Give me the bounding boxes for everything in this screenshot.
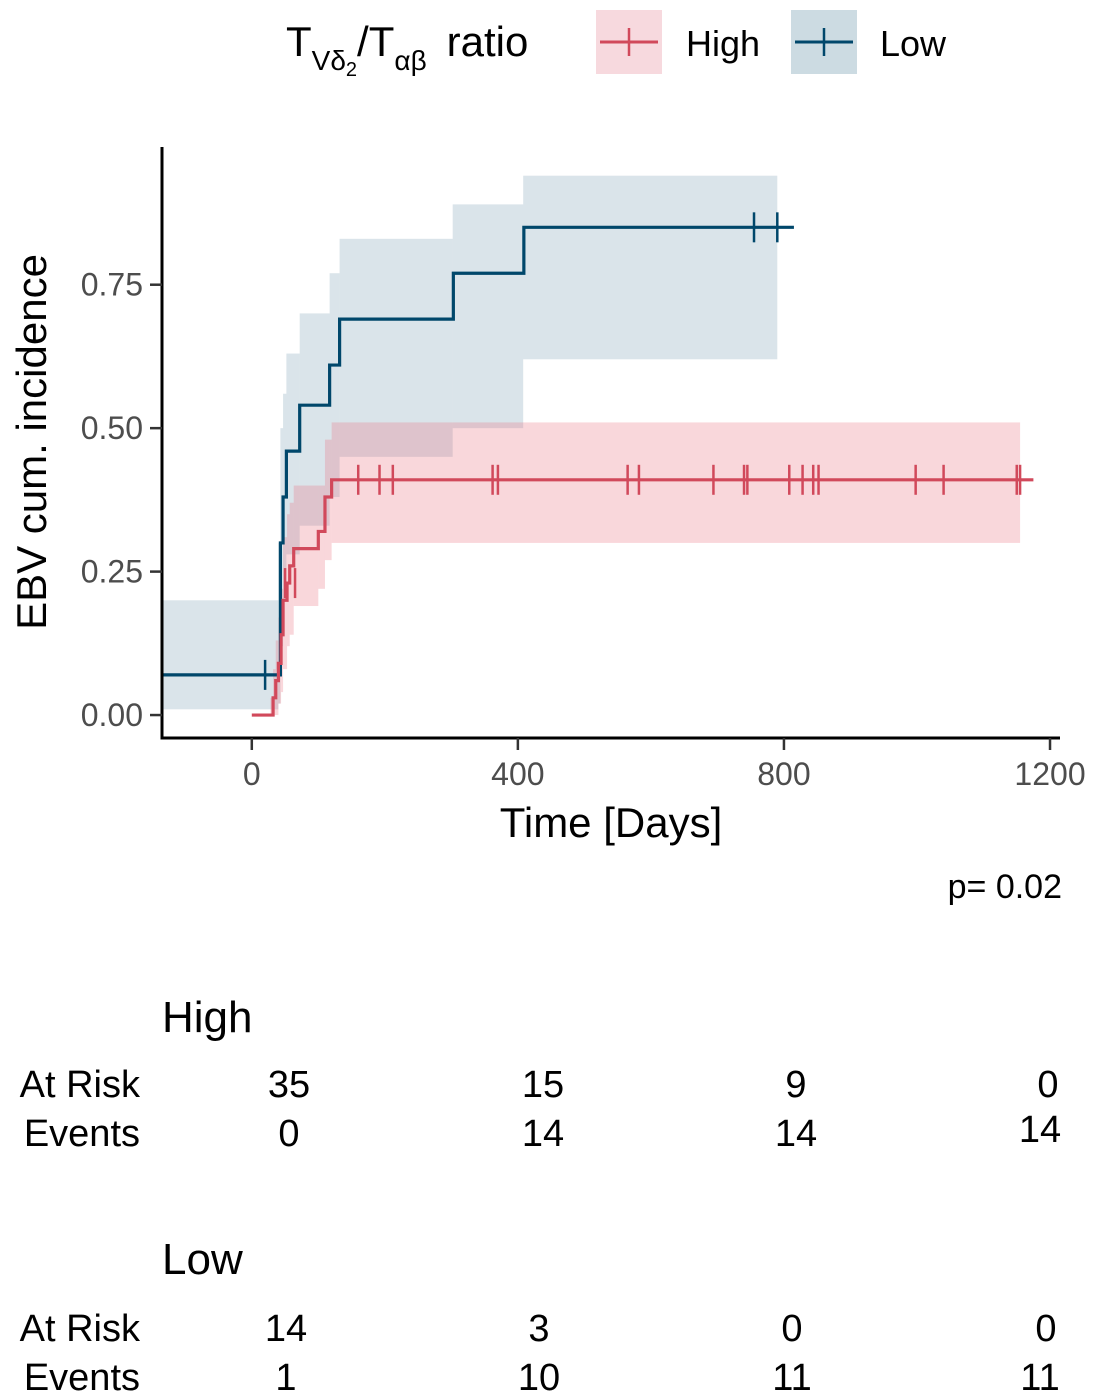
risk-table-cell: 15 (522, 1064, 564, 1106)
censor-marks (263, 212, 1022, 690)
ci-band-low (299, 313, 330, 526)
legend: TVδ2/Tαβ ratio High Low (286, 10, 947, 81)
confidence-bands (162, 175, 1021, 716)
risk-table-cell: 14 (775, 1113, 817, 1155)
ci-band-low (452, 204, 524, 429)
x-tick-label: 800 (757, 756, 810, 792)
legend-title: TVδ2/Tαβ ratio (286, 18, 528, 81)
risk-table-cell: 0 (1035, 1308, 1056, 1350)
x-axis-title: Time [Days] (500, 799, 722, 846)
y-tick-label: 0.50 (81, 410, 143, 446)
risk-table-cell: 3 (528, 1308, 549, 1350)
axes: 0.00 0.25 0.50 0.75 0 400 800 1200 Time [Days]… (8, 147, 1086, 846)
ci-band-low (162, 600, 279, 710)
risk-table-cell: 9 (785, 1064, 806, 1106)
legend-title-slash: /T (357, 18, 394, 65)
y-ticks: 0.00 0.25 0.50 0.75 (81, 267, 162, 733)
ci-band-low (523, 175, 778, 360)
risk-table-group-low: Low (162, 1235, 243, 1284)
survival-lines (162, 225, 1034, 717)
risk-table-cell: 1 (275, 1357, 296, 1399)
risk-table-cell: 0 (1037, 1064, 1058, 1106)
x-ticks: 0 400 800 1200 (243, 738, 1086, 792)
risk-table-cell: 14 (522, 1113, 564, 1155)
risk-table-cell: 11 (1020, 1357, 1059, 1399)
risk-table: High At Risk Events 35 15 9 0 0 14 14 14… (20, 993, 1062, 1399)
legend-title-sub1: Vδ (312, 45, 346, 76)
ci-band-low (286, 353, 300, 555)
legend-label-low: Low (880, 23, 947, 64)
risk-table-cell: 14 (1019, 1109, 1061, 1151)
risk-table-cell: 10 (518, 1357, 560, 1399)
x-tick-label: 1200 (1014, 756, 1085, 792)
risk-table-label-at-risk-low: At Risk (20, 1308, 141, 1350)
x-tick-label: 400 (491, 756, 544, 792)
risk-table-cell: 11 (772, 1357, 811, 1399)
y-axis-title: EBV cum. incidence (8, 254, 55, 630)
ci-band-high (331, 422, 1021, 543)
risk-table-cell: 35 (268, 1064, 310, 1106)
risk-table-label-events-low: Events (24, 1357, 140, 1399)
legend-label-high: High (686, 23, 760, 64)
ci-band-high (324, 439, 332, 561)
risk-table-label-at-risk-high: At Risk (20, 1064, 141, 1106)
ci-band-high (283, 537, 288, 670)
ci-band-low (339, 238, 453, 457)
risk-table-cell: 14 (265, 1308, 307, 1350)
p-value: p= 0.02 (948, 868, 1062, 906)
ci-band-high (318, 485, 325, 589)
legend-title-sub1-index: 2 (346, 59, 357, 81)
y-tick-label: 0.75 (81, 267, 143, 303)
legend-title-main: T (286, 18, 312, 65)
risk-table-group-high: High (162, 993, 253, 1042)
ci-band-low (329, 273, 340, 498)
legend-title-sub2: αβ (394, 45, 426, 76)
y-tick-label: 0.00 (81, 697, 143, 733)
y-tick-label: 0.25 (81, 554, 143, 590)
survival-line-high (251, 478, 1034, 717)
risk-table-cell: 0 (278, 1113, 299, 1155)
risk-table-cell: 0 (781, 1308, 802, 1350)
legend-title-tail: ratio (447, 18, 529, 65)
ci-band-high (293, 485, 319, 607)
risk-table-label-events-high: Events (24, 1113, 140, 1155)
ci-band-high (289, 502, 294, 635)
x-tick-label: 0 (243, 756, 261, 792)
survival-line-low (162, 225, 794, 677)
